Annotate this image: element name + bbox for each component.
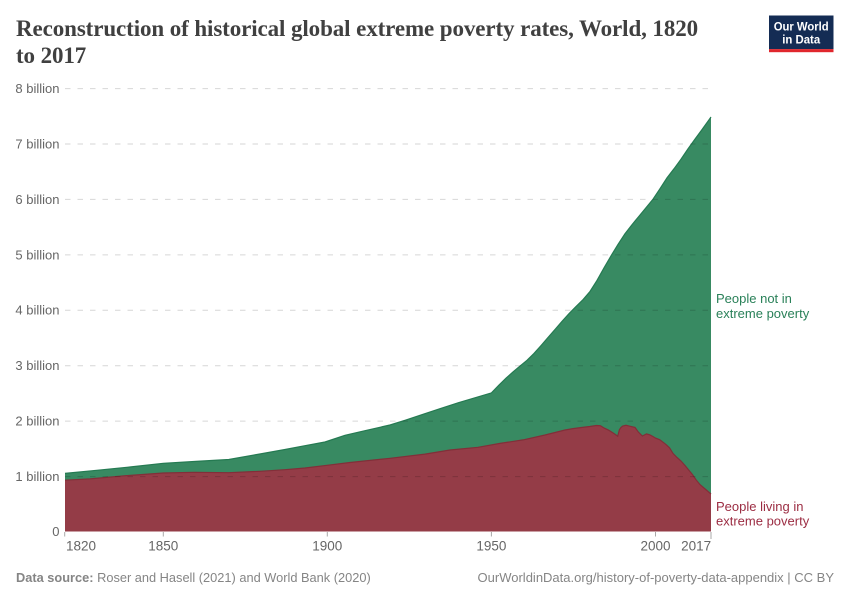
- svg-text:Data source: Roser and Hasell: Data source: Roser and Hasell (2021) and…: [16, 570, 371, 585]
- svg-text:1 billion: 1 billion: [15, 469, 59, 484]
- svg-text:0: 0: [52, 524, 59, 539]
- svg-text:to 2017: to 2017: [16, 43, 86, 68]
- svg-text:1820: 1820: [66, 539, 96, 554]
- svg-text:8 billion: 8 billion: [15, 81, 59, 96]
- svg-text:Reconstruction of historical g: Reconstruction of historical global extr…: [16, 16, 698, 41]
- svg-text:in Data: in Data: [782, 32, 820, 46]
- svg-text:1950: 1950: [476, 539, 506, 554]
- svg-text:4 billion: 4 billion: [15, 303, 59, 318]
- svg-text:7 billion: 7 billion: [15, 136, 59, 151]
- svg-text:2017: 2017: [681, 539, 711, 554]
- svg-text:6 billion: 6 billion: [15, 192, 59, 207]
- svg-text:extreme poverty: extreme poverty: [716, 306, 810, 321]
- svg-text:2 billion: 2 billion: [15, 414, 59, 429]
- svg-text:5 billion: 5 billion: [15, 247, 59, 262]
- svg-text:1850: 1850: [148, 539, 178, 554]
- svg-text:People not in: People not in: [716, 291, 792, 306]
- svg-text:OurWorldinData.org/history-of-: OurWorldinData.org/history-of-poverty-da…: [478, 570, 835, 585]
- svg-text:1900: 1900: [312, 539, 342, 554]
- svg-text:People living in: People living in: [716, 499, 803, 514]
- svg-text:extreme poverty: extreme poverty: [716, 513, 810, 528]
- svg-text:2000: 2000: [640, 539, 670, 554]
- svg-text:3 billion: 3 billion: [15, 358, 59, 373]
- svg-text:Our World: Our World: [774, 19, 829, 33]
